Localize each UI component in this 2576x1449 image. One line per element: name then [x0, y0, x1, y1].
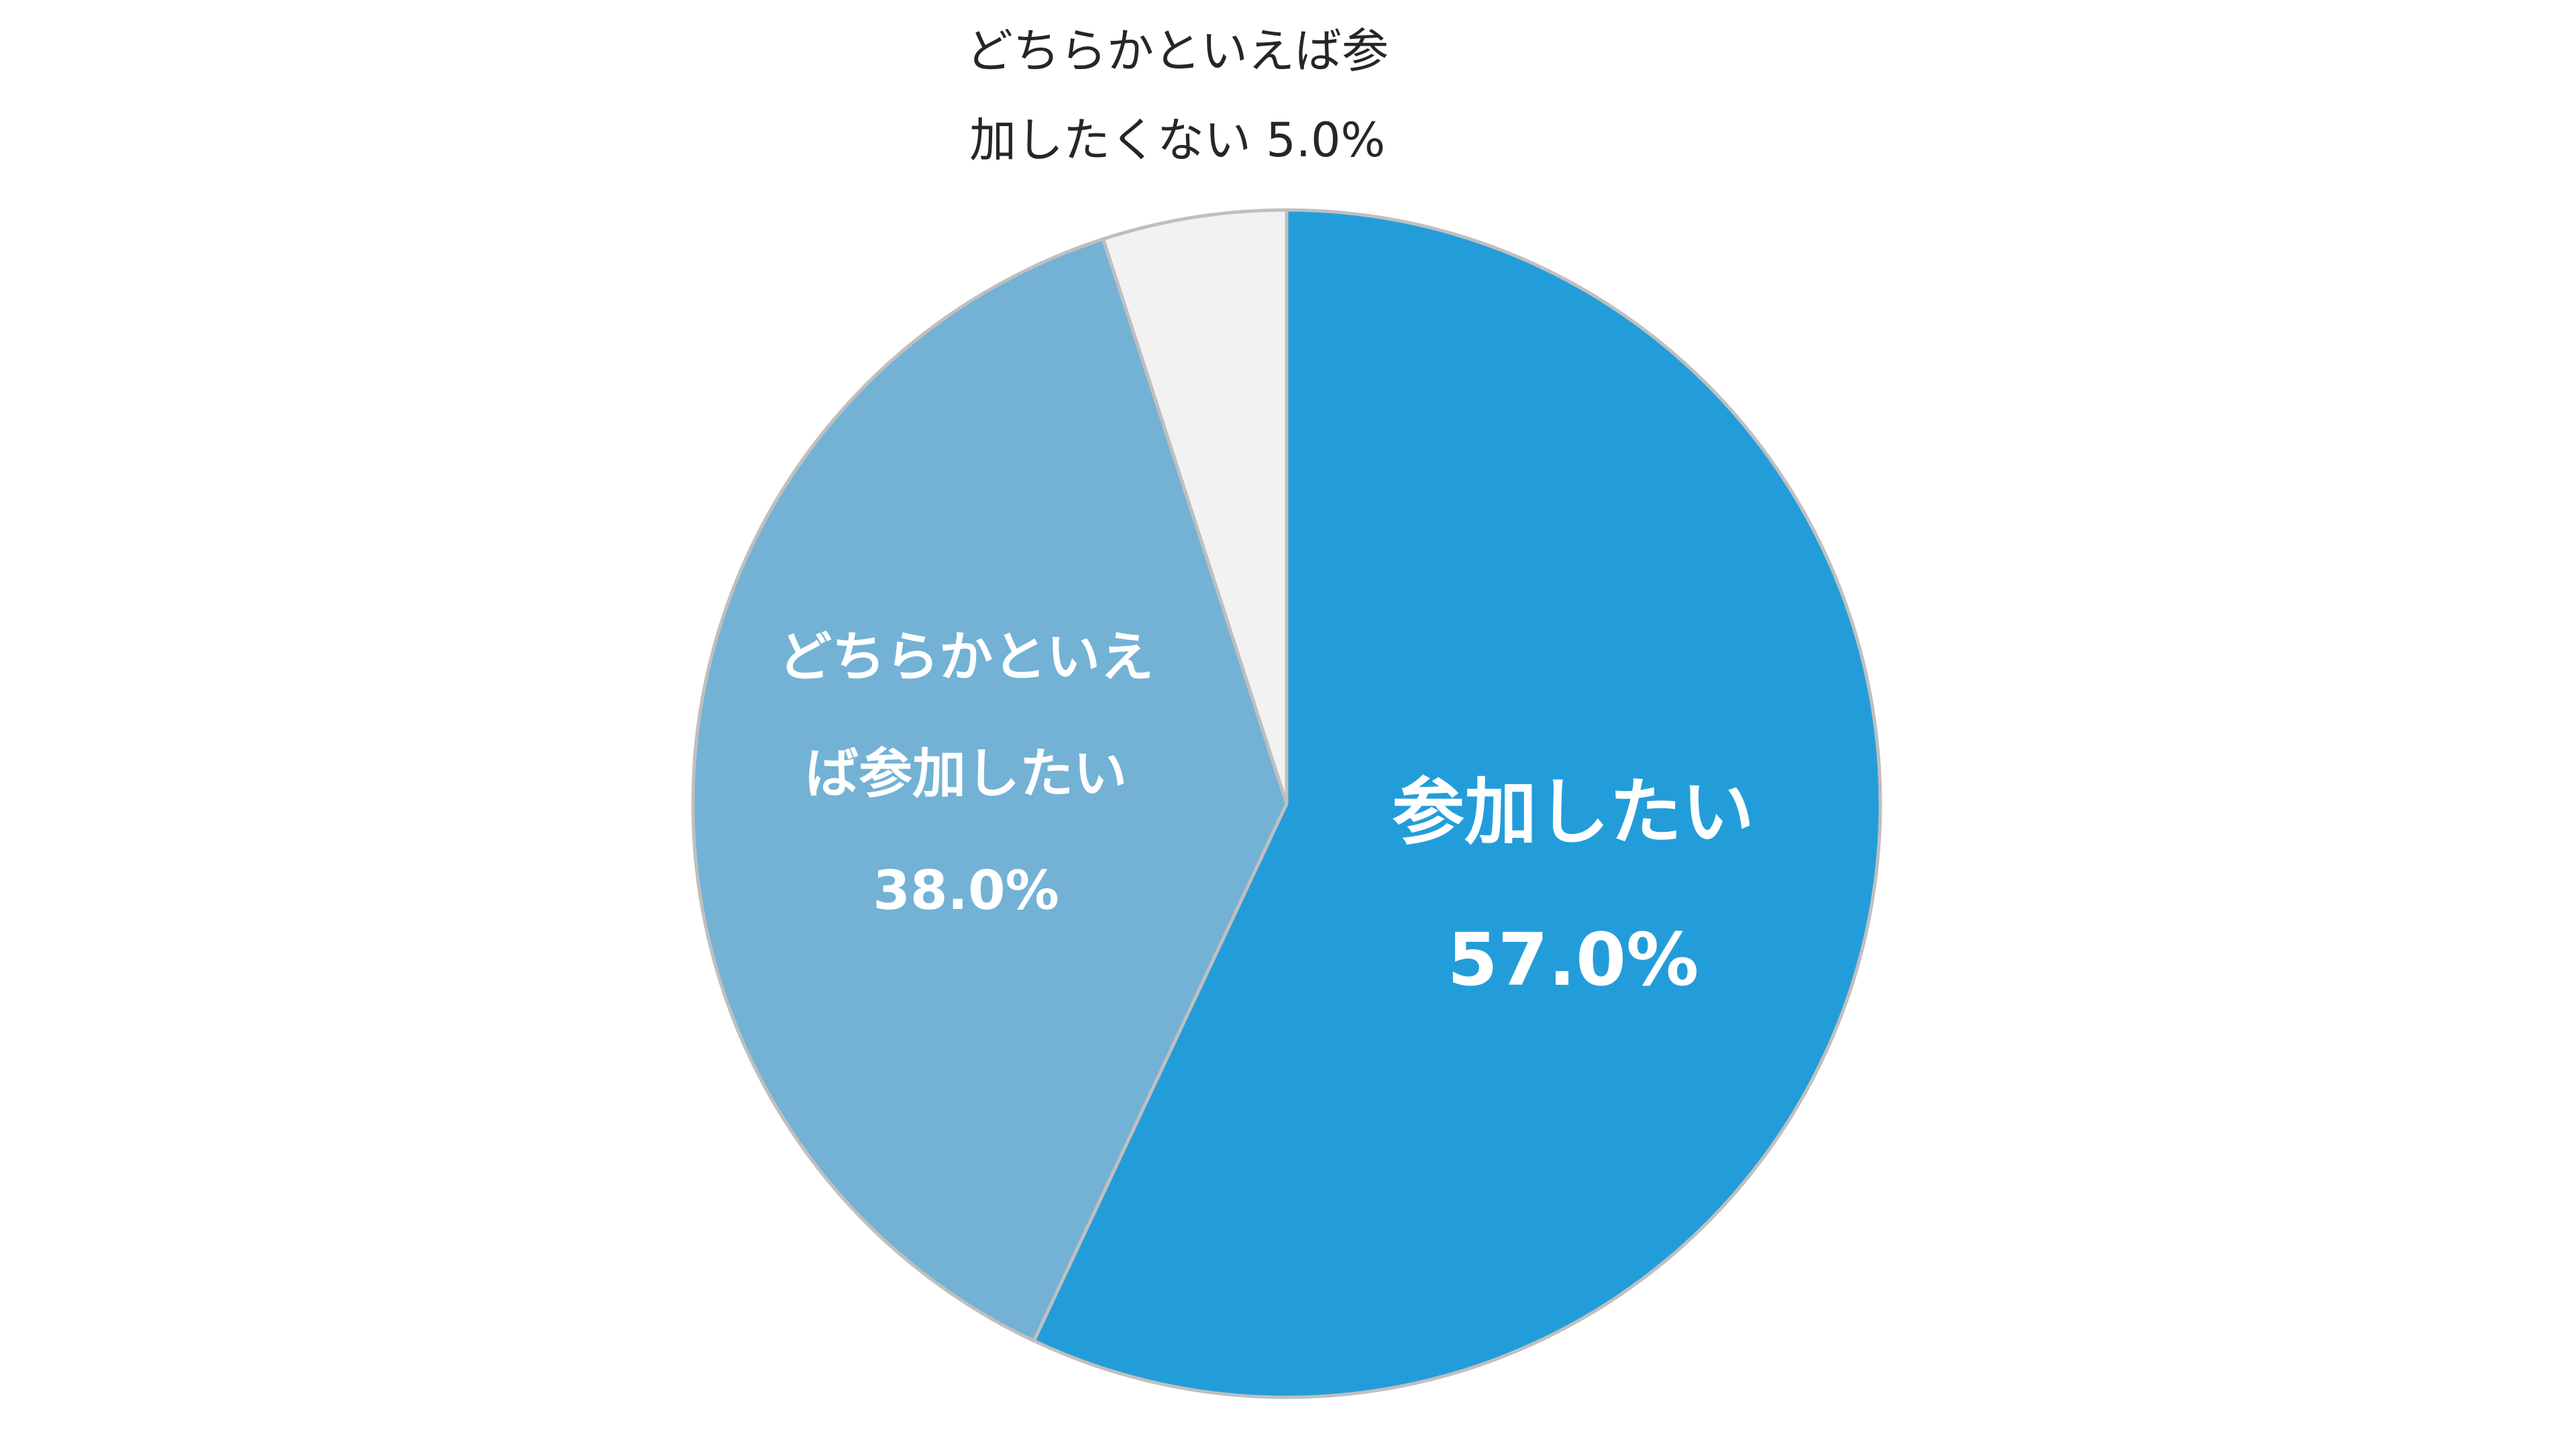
slice-label-1: 参加したい 57.0% [1392, 771, 1754, 1002]
slice-label-1-line-1: 参加したい [1392, 771, 1754, 855]
slice-label-2-line-1: どちらかといえ [778, 626, 1154, 688]
slice-label-2: どちらかといえば参加したい 38.0% [778, 626, 1154, 922]
pie-slice-3 [1102, 208, 1289, 806]
pie-slice-2 [691, 237, 1289, 1343]
slice-label-3: どちらかといえば参加したくない 5.0% [966, 23, 1389, 168]
slice-label-3-line-2: 加したくない 5.0% [969, 113, 1385, 168]
pie-slices [691, 208, 1882, 1399]
slice-label-3-line-1: どちらかといえば参 [966, 23, 1389, 78]
slice-label-2-line-2: ば参加したい [805, 743, 1127, 805]
slice-label-2-line-3: 38.0% [873, 859, 1059, 922]
slice-label-1-line-2: 57.0% [1448, 918, 1699, 1002]
pie-slice-1 [1032, 208, 1882, 1399]
pie-labels: 参加したい 57.0%どちらかといえば参加したい 38.0%どちらかといえば参加した… [778, 23, 1754, 1002]
